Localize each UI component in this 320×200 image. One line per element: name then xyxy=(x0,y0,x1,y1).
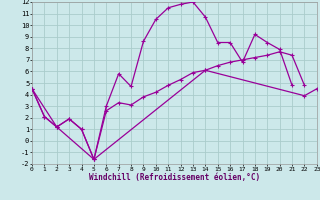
X-axis label: Windchill (Refroidissement éolien,°C): Windchill (Refroidissement éolien,°C) xyxy=(89,173,260,182)
